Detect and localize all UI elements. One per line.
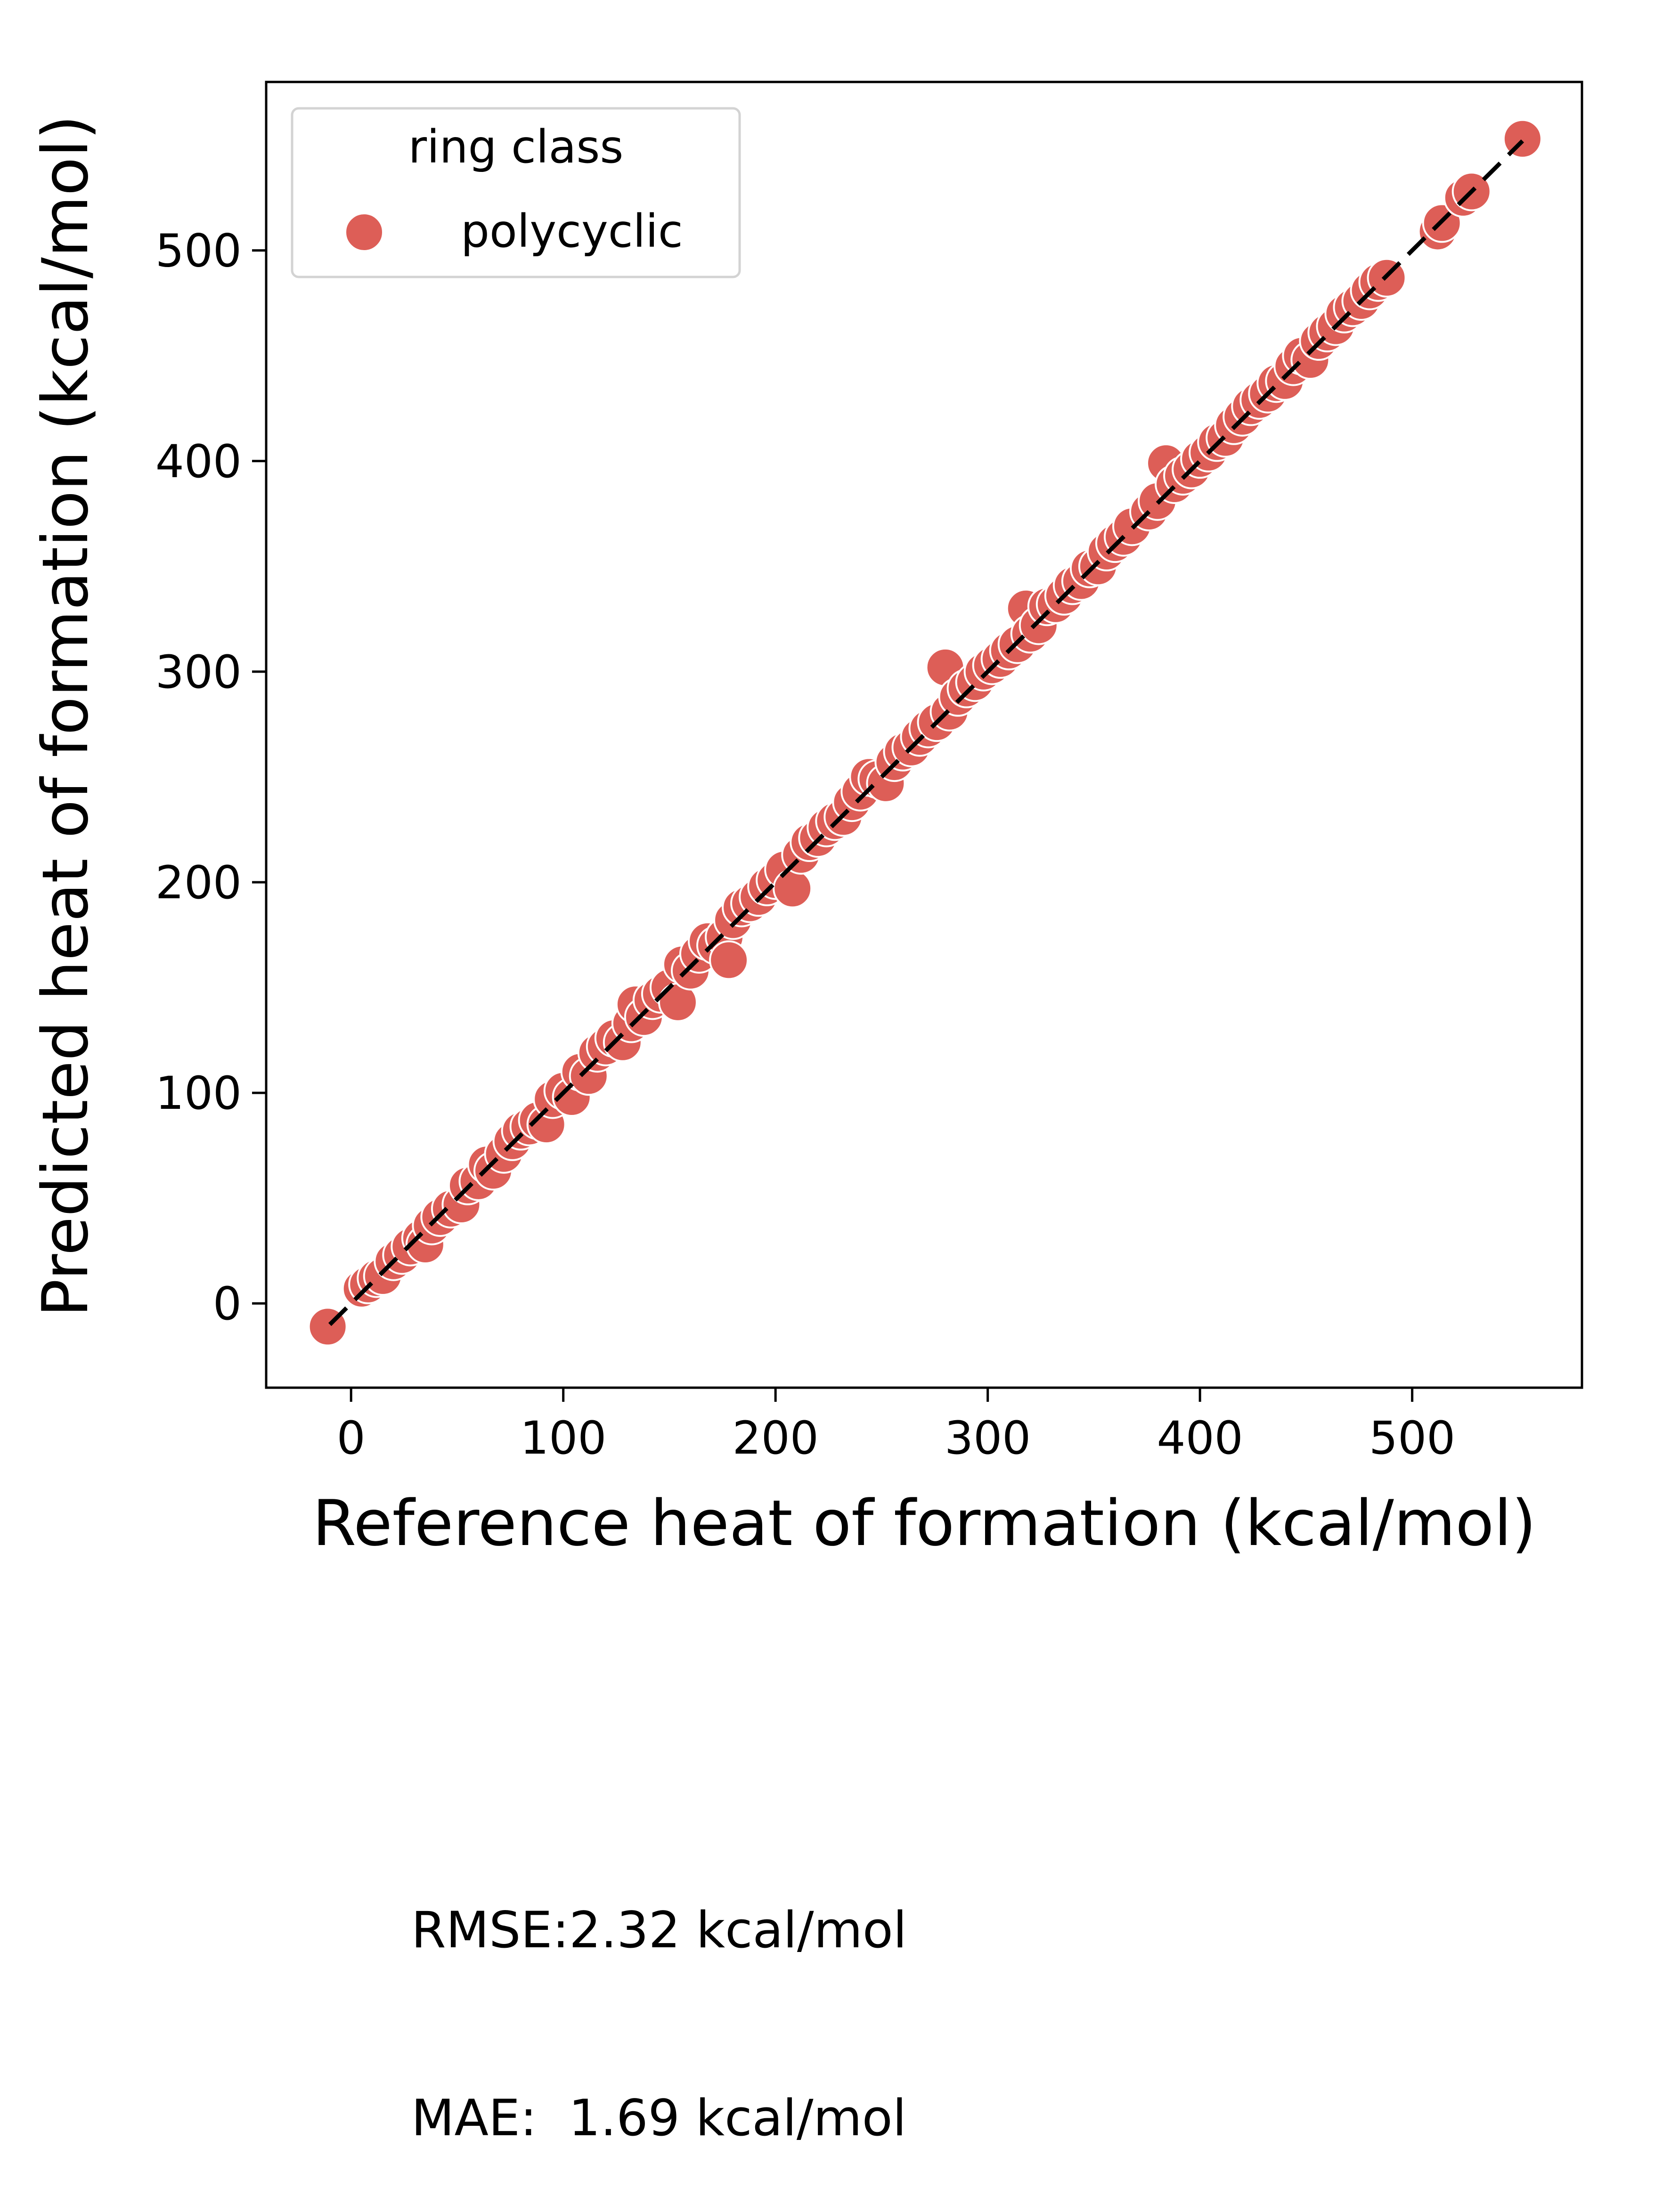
mae-text: MAE: 1.69 kcal/mol <box>411 2089 907 2147</box>
y-tick-label: 0 <box>213 1277 242 1330</box>
data-point <box>709 940 749 980</box>
y-tick-label: 100 <box>155 1067 242 1120</box>
x-tick-label: 500 <box>1369 1412 1455 1464</box>
y-tick-label: 400 <box>155 435 242 488</box>
x-axis-label: Reference heat of formation (kcal/mol) <box>312 1487 1536 1560</box>
y-axis-label: Predicted heat of formation (kcal/mol) <box>29 115 102 1317</box>
x-tick-label: 200 <box>733 1412 819 1464</box>
y-axis: 0 100 200 300 400 500 <box>155 225 266 1330</box>
rmse-text: RMSE:2.32 kcal/mol <box>411 1901 907 1959</box>
x-tick-label: 0 <box>337 1412 366 1464</box>
data-point <box>773 869 813 909</box>
chart: 0 100 200 300 400 500 0 100 200 300 400 500 Refere… <box>29 81 1583 1560</box>
x-tick-label: 300 <box>945 1412 1031 1464</box>
x-tick-label: 100 <box>520 1412 606 1464</box>
x-tick-label: 400 <box>1157 1412 1243 1464</box>
legend-marker <box>344 212 384 252</box>
x-axis: 0 100 200 300 400 500 <box>337 1388 1455 1464</box>
legend-title: ring class <box>408 121 624 173</box>
y-tick-label: 200 <box>155 856 242 909</box>
legend-box <box>291 107 741 278</box>
legend: ring class polycyclic <box>291 107 741 278</box>
y-tick-label: 500 <box>155 225 242 277</box>
stats-block: RMSE:2.32 kcal/mol MAE: 1.69 kcal/mol <box>411 1773 907 2212</box>
legend-entry-polycyclic: polycyclic <box>461 205 683 258</box>
y-tick-label: 300 <box>155 646 242 699</box>
reference-line <box>328 139 1524 1326</box>
